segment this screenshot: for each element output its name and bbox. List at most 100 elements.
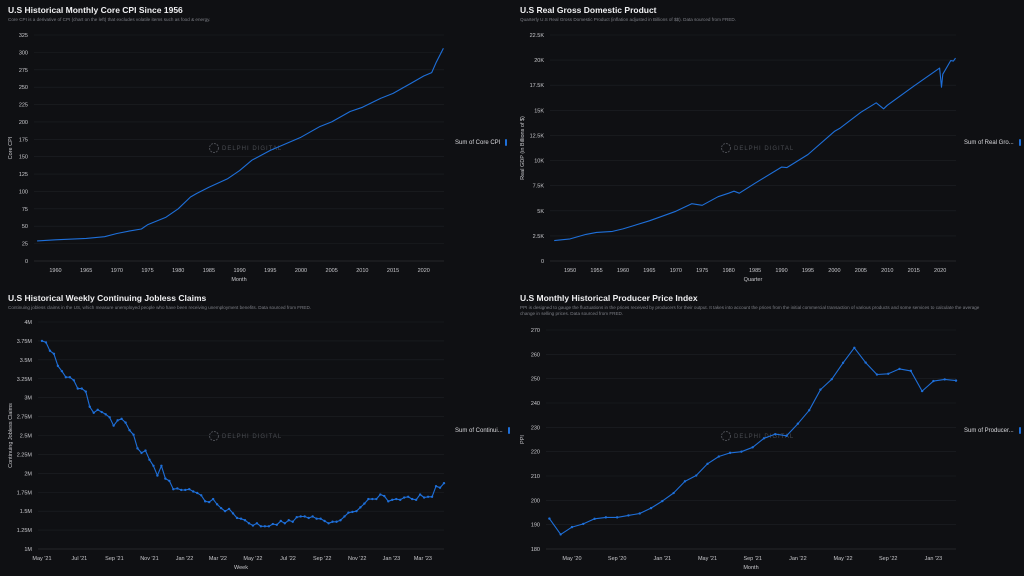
- data-point: [343, 515, 346, 518]
- y-tick-label: 175: [19, 137, 28, 143]
- legend-label: Sum of Producer...: [964, 427, 1014, 434]
- y-tick-label: 25: [22, 242, 28, 248]
- y-tick-label: 2.5K: [533, 234, 545, 240]
- core-cpi-panel: U.S Historical Monthly Core CPI Since 19…: [0, 0, 512, 288]
- data-point: [683, 480, 687, 483]
- x-tick-label: 1995: [264, 268, 276, 274]
- data-point: [430, 495, 434, 498]
- data-point: [627, 514, 630, 517]
- data-point: [80, 387, 83, 390]
- y-tick-label: 15K: [534, 108, 544, 114]
- data-point: [383, 494, 386, 498]
- chart-subtitle: Core CPI is a derivative of CPI (chart o…: [8, 17, 211, 22]
- data-point: [100, 410, 103, 414]
- y-tick-label: 260: [531, 352, 540, 358]
- data-point: [717, 455, 721, 458]
- x-tick-label: Mar '23: [414, 556, 432, 562]
- chart-subtitle: Continuing jobless claims in the US, whi…: [8, 305, 312, 310]
- data-point: [807, 409, 811, 412]
- series-line: [37, 47, 444, 242]
- data-point: [283, 522, 286, 525]
- data-point: [347, 511, 350, 514]
- jobless-claims-panel: U.S Historical Weekly Continuing Jobless…: [0, 288, 512, 576]
- data-point: [887, 372, 890, 375]
- data-point: [379, 493, 382, 496]
- data-point: [593, 517, 596, 521]
- series-line: [548, 347, 957, 535]
- data-point: [215, 503, 219, 506]
- data-point: [604, 516, 608, 519]
- data-point: [661, 499, 664, 503]
- y-tick-label: 275: [19, 68, 28, 74]
- x-tick-label: Sep '22: [313, 556, 331, 562]
- x-tick-label: Mar '22: [209, 556, 227, 562]
- data-point: [207, 500, 211, 504]
- data-point: [841, 361, 845, 365]
- legend-swatch: [1018, 139, 1021, 146]
- x-tick-label: 2020: [934, 268, 946, 274]
- data-point: [192, 490, 195, 493]
- data-point: [442, 481, 446, 485]
- data-point: [303, 515, 306, 518]
- data-point: [327, 522, 330, 525]
- chart-subtitle: Quarterly U.S Real Gross Domestic Produc…: [520, 17, 736, 22]
- y-tick-label: 12.5K: [530, 133, 545, 139]
- data-point: [351, 510, 354, 514]
- data-point: [219, 506, 223, 510]
- legend-label: Sum of Core CPI: [455, 139, 501, 146]
- data-point: [259, 525, 263, 528]
- x-tick-label: May '21: [698, 556, 717, 562]
- data-point: [323, 519, 326, 523]
- y-tick-label: 250: [531, 377, 540, 383]
- data-point: [239, 517, 243, 520]
- chart-subtitle: PPI is designed to gauge the fluctuation…: [520, 305, 980, 316]
- y-tick-label: 22.5K: [530, 33, 545, 39]
- data-point: [235, 516, 239, 520]
- x-tick-label: May '21: [32, 556, 51, 562]
- data-point: [184, 488, 187, 492]
- data-point: [299, 515, 302, 518]
- x-tick-label: Sep '20: [608, 556, 626, 562]
- x-tick-label: 2010: [356, 268, 368, 274]
- legend[interactable]: Sum of Producer...: [964, 427, 1021, 434]
- legend[interactable]: Sum of Core CPI: [455, 139, 508, 146]
- x-tick-label: Jul '22: [280, 556, 296, 562]
- x-tick-label: Jan '23: [383, 556, 401, 562]
- data-point: [168, 479, 171, 483]
- data-point: [762, 437, 766, 440]
- x-tick-label: 2000: [295, 268, 307, 274]
- series-line: [554, 57, 956, 242]
- ppi-chart: 180 190 200 210 220 230 240 250 260 270 May '20 Sep…: [520, 328, 958, 571]
- data-point: [422, 496, 426, 499]
- data-point: [287, 519, 290, 522]
- x-tick-label: 1990: [775, 268, 787, 274]
- x-tick-label: 1970: [111, 268, 123, 274]
- x-tick-label: 1965: [80, 268, 92, 274]
- y-tick-label: 10K: [534, 159, 544, 165]
- data-point: [363, 502, 366, 505]
- data-point: [64, 376, 68, 379]
- x-tick-label: May '22: [834, 556, 853, 562]
- data-point: [853, 346, 856, 349]
- data-point: [909, 369, 913, 373]
- data-point: [203, 500, 207, 503]
- data-point: [40, 339, 44, 343]
- data-point: [311, 515, 314, 518]
- y-tick-label: 1.75M: [17, 490, 33, 496]
- data-point: [830, 377, 833, 381]
- y-tick-label: 0: [541, 259, 544, 265]
- data-point: [410, 497, 414, 501]
- watermark: DELPHI DIGITAL: [734, 146, 794, 152]
- legend[interactable]: Sum of Real Gro...: [964, 139, 1021, 146]
- data-point: [371, 497, 374, 501]
- chart-title: U.S Historical Monthly Core CPI Since 19…: [8, 5, 183, 15]
- x-tick-label: 1955: [590, 268, 602, 274]
- data-point: [728, 451, 732, 455]
- data-point: [188, 488, 191, 491]
- x-tick-label: 1970: [670, 268, 682, 274]
- legend[interactable]: Sum of Continui...: [455, 427, 510, 434]
- x-tick-label: 2015: [908, 268, 920, 274]
- y-tick-label: 190: [531, 523, 540, 529]
- legend-swatch: [1018, 427, 1021, 434]
- chart-title: U.S Historical Weekly Continuing Jobless…: [8, 293, 207, 303]
